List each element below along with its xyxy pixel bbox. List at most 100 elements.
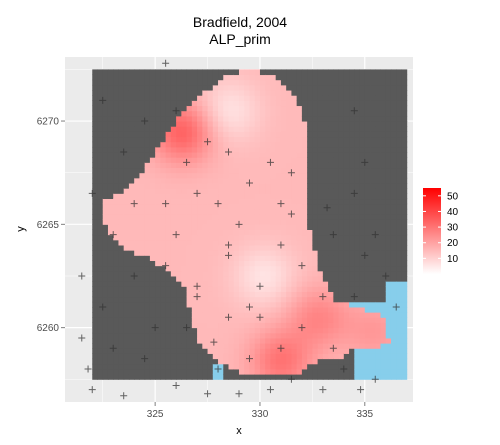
- heatmap-tile: [270, 255, 277, 261]
- heatmap-tile: [349, 74, 355, 81]
- heatmap-tile: [244, 95, 250, 101]
- heatmap-tile: [244, 131, 250, 138]
- heatmap-tile: [328, 296, 334, 303]
- booth-point: [130, 200, 138, 208]
- heatmap-tile: [280, 281, 287, 287]
- heatmap-tile: [212, 250, 219, 256]
- heatmap-tile: [92, 348, 98, 354]
- heatmap-tile: [165, 301, 172, 308]
- heatmap-tile: [301, 239, 308, 246]
- heatmap-tile: [312, 301, 319, 308]
- heatmap-tile: [270, 265, 277, 272]
- heatmap-tile: [239, 90, 245, 96]
- booth-point: [172, 381, 180, 389]
- heatmap-tile: [396, 74, 402, 81]
- heatmap-tile: [401, 157, 408, 163]
- heatmap-tile: [228, 177, 235, 184]
- heatmap-tile: [202, 203, 209, 210]
- heatmap-tile: [107, 188, 114, 194]
- heatmap-tile: [270, 219, 277, 225]
- heatmap-tile: [322, 327, 329, 334]
- heatmap-tile: [286, 203, 292, 210]
- heatmap-tile: [176, 131, 182, 138]
- heatmap-tile: [259, 239, 266, 246]
- heatmap-tile: [296, 275, 303, 282]
- heatmap-tile: [155, 337, 161, 344]
- heatmap-tile: [364, 327, 371, 334]
- heatmap-tile: [102, 337, 109, 344]
- heatmap-tile: [92, 312, 98, 318]
- heatmap-tile: [191, 368, 198, 375]
- heatmap-tile: [291, 74, 298, 81]
- heatmap-tile: [186, 84, 193, 91]
- heatmap-tile: [301, 79, 308, 86]
- heatmap-tile: [390, 244, 397, 251]
- heatmap-tile: [139, 167, 146, 174]
- heatmap-tile: [160, 177, 167, 184]
- heatmap-tile: [186, 260, 193, 267]
- heatmap-tile: [233, 157, 240, 163]
- heatmap-tile: [165, 312, 172, 318]
- booth-point: [193, 282, 201, 290]
- heatmap-tile: [233, 265, 240, 272]
- heatmap-tile: [176, 90, 182, 96]
- heatmap-tile: [97, 343, 104, 349]
- heatmap-tile: [307, 141, 313, 148]
- heatmap-tile: [280, 368, 287, 375]
- heatmap-tile: [349, 172, 355, 179]
- heatmap-tile: [249, 353, 256, 360]
- heatmap-tile: [307, 260, 313, 267]
- heatmap-tile: [128, 358, 135, 365]
- heatmap-tile: [212, 281, 219, 287]
- heatmap-tile: [333, 177, 340, 184]
- heatmap-tile: [354, 306, 361, 313]
- heatmap-tile: [107, 374, 114, 380]
- heatmap-tile: [380, 317, 387, 323]
- heatmap-tile: [134, 198, 140, 205]
- heatmap-tile: [223, 337, 230, 344]
- heatmap-tile: [380, 90, 387, 96]
- heatmap-tile: [223, 224, 230, 230]
- heatmap-tile: [364, 188, 371, 194]
- heatmap-tile: [186, 291, 193, 298]
- heatmap-tile: [291, 368, 298, 375]
- heatmap-tile: [390, 203, 397, 210]
- heatmap-tile: [291, 250, 298, 256]
- heatmap-tile: [218, 250, 224, 256]
- heatmap-tile: [191, 183, 198, 189]
- heatmap-tile: [186, 250, 193, 256]
- heatmap-tile: [134, 260, 140, 267]
- heatmap-tile: [259, 291, 266, 298]
- heatmap-tile: [390, 208, 397, 215]
- heatmap-tile: [181, 126, 188, 132]
- heatmap-tile: [396, 115, 402, 122]
- heatmap-tile: [328, 291, 334, 298]
- heatmap-tile: [364, 260, 371, 267]
- heatmap-tile: [307, 110, 313, 117]
- heatmap-tile: [170, 141, 177, 148]
- heatmap-tile: [317, 126, 324, 132]
- heatmap-tile: [218, 239, 224, 246]
- heatmap-tile: [191, 198, 198, 205]
- heatmap-tile: [160, 121, 167, 127]
- heatmap-tile: [128, 157, 135, 163]
- heatmap-tile: [333, 115, 340, 122]
- heatmap-tile: [259, 167, 266, 174]
- heatmap-tile: [244, 74, 250, 81]
- heatmap-tile: [97, 239, 104, 246]
- heatmap-tile: [170, 270, 177, 277]
- heatmap-tile: [249, 105, 256, 112]
- heatmap-tile: [301, 131, 308, 138]
- heatmap-tile: [343, 110, 350, 117]
- heatmap-tile: [149, 239, 156, 246]
- heatmap-tile: [118, 306, 125, 313]
- heatmap-tile: [202, 90, 209, 96]
- heatmap-tile: [328, 275, 334, 282]
- heatmap-tile: [197, 224, 203, 230]
- heatmap-tile: [401, 198, 408, 205]
- heatmap-tile: [128, 74, 135, 81]
- heatmap-tile: [118, 224, 125, 230]
- heatmap-tile: [97, 327, 104, 334]
- heatmap-tile: [92, 146, 98, 153]
- heatmap-tile: [228, 358, 235, 365]
